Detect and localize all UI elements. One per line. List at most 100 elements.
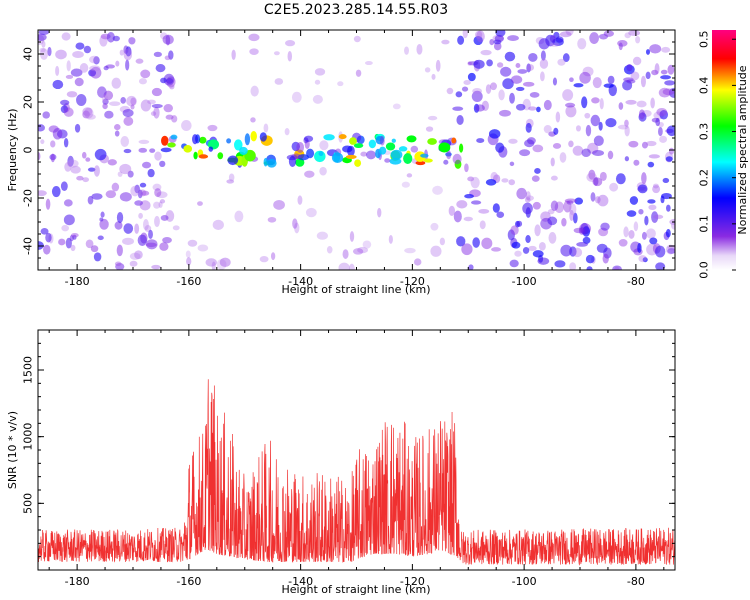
spectrogram-cell [435, 59, 441, 72]
spectrogram-cell [296, 141, 305, 153]
spectrogram-cell [582, 236, 591, 244]
spectrogram-cell [312, 94, 323, 104]
spectrogram-cell [514, 250, 522, 257]
spectrogram-cell [226, 138, 232, 144]
spectrogram-cell [445, 152, 452, 157]
spectrogram-cell [375, 135, 384, 145]
spectrogram-cell [305, 207, 317, 218]
spectrogram-cell [183, 145, 193, 153]
spectrogram-cell [554, 201, 565, 213]
spectrogram-cell [137, 189, 143, 199]
spectrogram-cell [644, 215, 649, 226]
spectrogram-cell [555, 36, 564, 43]
spectrogram-cell [163, 104, 173, 113]
spectrogram-cell [156, 191, 168, 199]
spectrogram-cell [234, 139, 243, 151]
spectrogram-cell [459, 143, 464, 153]
spectrogram-cell [404, 46, 409, 55]
spectrogram-cell [63, 199, 73, 207]
spectrogram-cell [575, 125, 581, 132]
spectrogram-cell [534, 168, 541, 174]
spectrogram-cell [100, 211, 105, 218]
spectrogram-cell [147, 99, 156, 105]
spectrogram-cell [628, 229, 635, 239]
spectrogram-cell [291, 141, 301, 152]
spectrogram-cell [392, 103, 401, 110]
spectrogram-cell [584, 112, 591, 119]
spectrogram-cell [485, 84, 492, 94]
spectrogram-cell [452, 153, 462, 165]
spectrogram-cell [645, 49, 651, 55]
spectrogram-cell [504, 51, 516, 62]
spectrogram-cell [476, 30, 485, 43]
spectrogram-cell [123, 148, 132, 154]
spectrogram-cell [662, 88, 675, 96]
spectrogram-cell [211, 261, 216, 270]
spectrogram-cell [557, 58, 566, 66]
spectrogram-cell [366, 150, 376, 160]
spectrogram-cell [519, 149, 531, 157]
spectrogram-cell [284, 128, 290, 136]
spectrogram-cell [219, 257, 231, 268]
spectrogram-cell [138, 212, 143, 219]
spectrogram-cell [384, 158, 391, 163]
spectrogram-cell [481, 237, 493, 250]
spectrogram-cell [461, 86, 469, 92]
spectrogram-cell [515, 62, 521, 69]
spectrogram-cell [589, 32, 600, 44]
spectrogram-cell [151, 264, 161, 270]
spectrogram-cell [576, 242, 589, 247]
spectrogram-cell [360, 151, 368, 157]
spectrogram-cell [564, 198, 577, 203]
spectrogram-cell [171, 115, 178, 123]
spectrogram-cell [626, 210, 637, 217]
spectrogram-cell [270, 252, 276, 261]
spectrogram-cell [391, 138, 396, 143]
spectrogram-cell [161, 135, 169, 146]
spectrogram-cell [166, 78, 174, 84]
x-tick-label: -160 [176, 275, 201, 288]
spectrogram-cell [141, 190, 150, 196]
x-tick-label: -80 [627, 575, 645, 588]
spectrogram-cell [624, 156, 630, 162]
spectrogram-cell [139, 182, 147, 188]
spectrogram-cell [594, 196, 601, 204]
spectrogram-cell [665, 156, 673, 162]
spectrogram-cell [338, 262, 350, 270]
spectrogram-cell [212, 219, 224, 230]
spectrogram-cell [515, 103, 526, 111]
y-tick-label: 500 [22, 493, 35, 514]
spectrogram-cell [259, 132, 267, 142]
spectrogram-cell [129, 260, 138, 267]
spectrogram-cell [415, 160, 426, 166]
spectrogram-cell [666, 204, 671, 212]
spectrogram-cell [525, 195, 534, 201]
spectrogram-cell [599, 171, 607, 181]
spectrogram-cell [638, 208, 644, 215]
spectrogram-cell [297, 195, 303, 205]
spectrogram-cell [495, 30, 506, 37]
colorbar-tick-label: 0.4 [698, 77, 711, 95]
spectrogram-cell [420, 153, 429, 158]
spectrogram-cell [185, 250, 191, 258]
spectrogram-cell [568, 140, 574, 148]
spectrogram-cell [645, 71, 651, 80]
spectrogram-cell [377, 207, 382, 218]
x-tick-label: -140 [288, 575, 313, 588]
spectrogram-cell [197, 201, 203, 206]
spectrogram-cell [624, 32, 631, 39]
spectrogram-x-ticks: -180 -160 -140 -120 -100 -80 [48, 30, 665, 288]
spectrogram-cell [406, 135, 417, 143]
spectrogram-cell [205, 258, 217, 267]
spectrogram-cell [423, 158, 433, 163]
spectrogram-cell [490, 171, 498, 182]
spectrogram-cell [159, 160, 166, 168]
spectrogram-cell [525, 122, 532, 133]
spectrogram-cell [623, 226, 629, 238]
spectrogram-cell [636, 100, 647, 108]
spectrogram-cell [509, 259, 519, 268]
spectrogram-cell [427, 138, 437, 145]
spectrogram-cell [592, 150, 605, 156]
spectrogram-cell [560, 244, 572, 257]
spectrogram-cell [638, 109, 645, 120]
